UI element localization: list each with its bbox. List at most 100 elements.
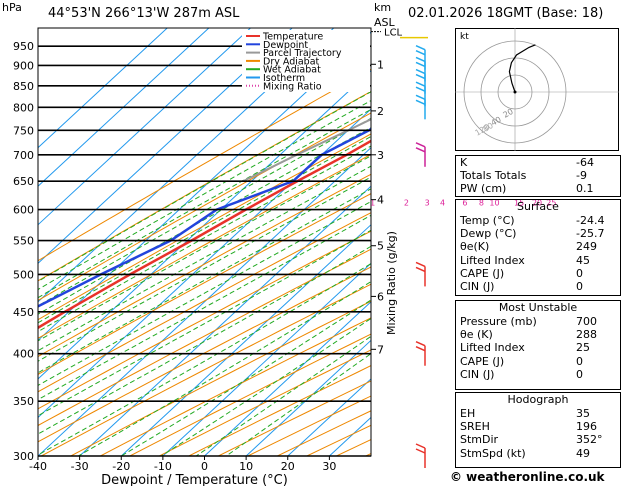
wet-adiabat-line <box>121 299 371 456</box>
index-row-pw: PW (cm) 0.1 <box>456 182 620 195</box>
dry-adiabat-line <box>69 300 371 456</box>
hodograph-title: Hodograph <box>507 393 569 406</box>
wet-adiabat-line <box>38 91 371 283</box>
dry-adiabat-line <box>38 212 371 393</box>
hodograph-panel: Hodograph EH 35 SREH 196 StmDir 352° StmSpd… <box>455 392 621 468</box>
hodograph-ring-label: 20 <box>502 107 515 120</box>
legend-label: Parcel Trajectory <box>263 48 342 59</box>
x-tick-label: 10 <box>239 460 253 473</box>
datetime-title: 02.01.2026 18GMT (Base: 18) <box>408 6 604 21</box>
legend-label: Temperature <box>262 32 323 43</box>
dry-adiabat-line <box>38 90 371 282</box>
index-value: 0.1 <box>576 182 594 196</box>
x-tick-label: 30 <box>322 460 336 473</box>
legend-label: Wet Adiabat <box>263 65 321 76</box>
height-tick-label: 5 <box>377 240 384 253</box>
index-row-k: K -64 <box>456 156 620 169</box>
x-tick-label: -20 <box>112 460 130 473</box>
x-tick-label: -10 <box>154 460 172 473</box>
mu-row: CIN (J) 0 <box>460 367 583 381</box>
indices-basic: K -64 Totals Totals -9 PW (cm) 0.1 <box>455 155 621 197</box>
height-tick-label: 2 <box>377 105 384 118</box>
legend-label: Dewpoint <box>263 40 308 51</box>
height-unit-asl: ASL <box>374 16 395 29</box>
surface-row: CIN (J) 0 <box>460 279 583 293</box>
isotherm-line <box>120 224 371 456</box>
dry-adiabat-line <box>38 68 371 262</box>
wind-barb-flag <box>415 448 426 454</box>
pressure-tick-label: 850 <box>13 80 34 93</box>
wet-adiabat-line <box>38 165 371 352</box>
isotherm-line <box>203 301 371 456</box>
wind-barb-flag <box>415 443 426 449</box>
wind-barb-flag <box>415 56 426 63</box>
wet-adiabat-line <box>38 214 371 401</box>
mu-row: Pressure (mb) 700 <box>460 315 597 328</box>
index-row-totals: Totals Totals -9 <box>456 169 620 182</box>
pressure-tick-label: 300 <box>13 450 34 463</box>
wind-barb-flag <box>415 99 426 106</box>
mu-row: CAPE (J) 0 <box>460 354 583 368</box>
hodograph-trace <box>508 44 536 93</box>
mu-row: θe (K) 288 <box>460 328 597 342</box>
mixing-ratio-label: 15 <box>514 199 524 208</box>
x-tick-label: -40 <box>29 460 47 473</box>
hodo-row: StmSpd (kt) 49 <box>460 446 590 460</box>
most-unstable-title: Most Unstable <box>498 301 578 314</box>
index-value: -64 <box>576 156 594 169</box>
wet-adiabat-line <box>38 245 371 435</box>
most-unstable-panel: Most Unstable Pressure (mb) 700 θe (K) 288… <box>455 300 621 390</box>
wet-adiabat-line <box>38 229 371 417</box>
hodograph-origin <box>513 90 517 94</box>
isotherm-line <box>78 185 371 456</box>
isotherm-line <box>38 108 371 419</box>
wind-barb-flag <box>415 261 426 268</box>
wind-barb-flag <box>415 147 426 153</box>
pressure-tick-label: 900 <box>13 59 34 72</box>
dry-adiabat-line <box>38 266 371 443</box>
legend-box <box>242 30 370 92</box>
wind-barb-flag <box>415 94 426 101</box>
wind-barb-flag <box>415 346 426 352</box>
mixing-ratio-label: 4 <box>440 199 445 208</box>
mixing-ratio-label: 3 <box>425 199 430 208</box>
x-tick-label: 20 <box>281 460 295 473</box>
index-label: K <box>460 156 468 169</box>
wind-barb-flag <box>415 86 426 92</box>
surface-row: Dewp (°C) -25.7 <box>460 227 605 241</box>
dry-adiabat-line <box>38 153 371 339</box>
hodo-row: SREH 196 <box>460 420 597 434</box>
isotherm-line <box>245 339 371 456</box>
wind-barb-flag <box>415 81 426 87</box>
copyright: © weatheronline.co.uk <box>450 470 605 484</box>
pressure-tick-label: 800 <box>13 101 34 114</box>
height-tick-label: 6 <box>377 290 384 303</box>
index-value: -9 <box>576 169 587 183</box>
mixing-ratio-label: 2 <box>404 199 409 208</box>
pressure-tick-label: 650 <box>13 175 34 188</box>
surface-row: Temp (°C) -24.4 <box>460 214 605 227</box>
height-tick-label: 3 <box>377 149 384 162</box>
surface-panel: Surface Temp (°C) -24.4 Dewp (°C) -25.7 θe… <box>455 199 621 296</box>
pressure-tick-label: 500 <box>13 268 34 281</box>
wind-barb-flag <box>415 49 426 56</box>
dry-adiabat-line <box>99 317 371 456</box>
isotherm-line <box>287 378 371 456</box>
dry-adiabat-line <box>40 283 371 456</box>
hodo-row: StmDir 352° <box>460 433 603 447</box>
mixing-ratio-label: 8 <box>479 199 484 208</box>
lcl-label: LCL <box>384 28 403 39</box>
pressure-tick-label: 750 <box>13 124 34 137</box>
wind-barb-flag <box>415 73 426 80</box>
pressure-unit-label: hPa <box>2 1 22 14</box>
hodograph-ring-label: 40 <box>490 115 503 128</box>
dry-adiabat-line <box>38 173 371 358</box>
dry-adiabat-line <box>38 133 371 321</box>
mixing-ratio-label: 20 <box>532 199 542 208</box>
mixing-ratio-label: 6 <box>462 199 467 208</box>
pressure-tick-label: 350 <box>13 395 34 408</box>
index-label: PW (cm) <box>460 182 507 196</box>
hodo-row: EH 35 <box>460 407 590 420</box>
surface-row: Lifted Index 45 <box>460 253 590 267</box>
